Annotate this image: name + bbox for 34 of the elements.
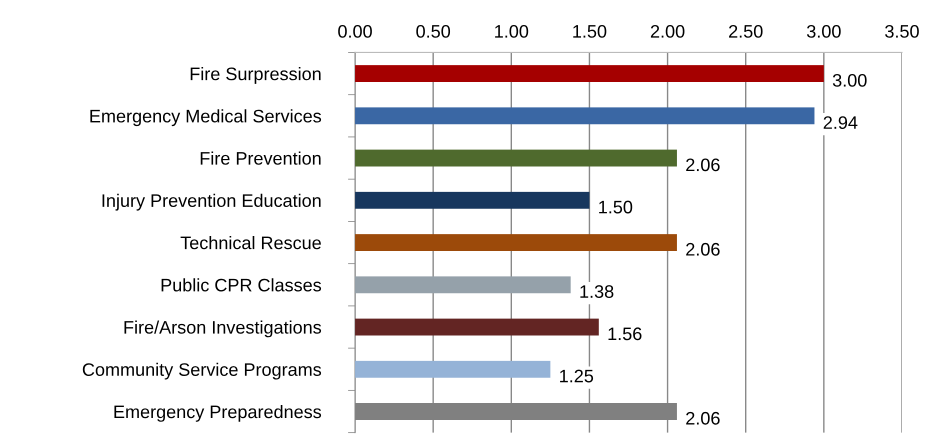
bar [355,276,571,294]
y-tick-label: Fire/Arson Investigations [124,320,322,338]
y-tick-label: Technical Rescue [180,236,321,250]
data-label: 1.50 [599,200,632,214]
data-label: 2.06 [686,242,720,256]
y-tick-label: Public CPR Classes [162,278,322,292]
data-label: 2.94 [824,116,858,129]
bar [355,360,550,378]
bar [355,234,677,251]
x-tick-label: 3.50 [885,24,919,38]
x-tick-label: 0.50 [416,24,450,38]
data-label: 1.56 [608,327,642,340]
data-label: 1.38 [580,285,614,298]
x-tick-label: 1.50 [573,24,606,38]
bar [355,65,824,82]
bar [355,318,599,336]
y-tick-label: Emergency Preparedness [114,404,322,422]
data-label: 2.06 [686,158,720,172]
x-tick-label: 3.00 [806,24,841,38]
bar [355,107,814,124]
data-label: 2.06 [686,412,720,425]
y-tick-label: Emergency Medical Services [90,109,322,126]
y-tick-label: Injury Prevention Education [102,194,321,211]
x-tick-label: 0.00 [338,24,372,38]
y-tick-label: Community Service Programs [82,362,322,380]
x-tick-label: 2.00 [650,24,684,38]
bar [355,192,590,209]
y-tick-label: Fire Surpression [190,67,321,84]
data-label: 3.00 [832,74,867,87]
x-tick-label: 1.00 [495,24,528,38]
data-label: 1.25 [560,370,594,382]
y-tick-label: Fire Prevention [200,152,321,165]
x-tick-label: 2.50 [729,24,763,38]
bar [355,150,677,166]
